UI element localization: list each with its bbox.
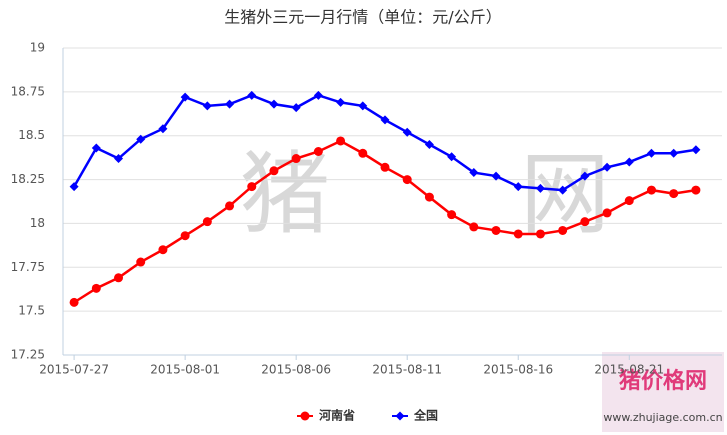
- data-point: [269, 99, 279, 109]
- data-point: [513, 182, 523, 192]
- data-point: [114, 273, 124, 283]
- data-point: [380, 115, 390, 125]
- data-point: [580, 171, 590, 181]
- y-tick-label: 18.5: [18, 128, 45, 142]
- data-point: [69, 182, 79, 192]
- y-tick-label: 18: [30, 216, 45, 230]
- data-point: [225, 99, 235, 109]
- data-point: [602, 162, 612, 172]
- data-point: [358, 101, 368, 111]
- watermark: 猪: [240, 142, 330, 247]
- data-point: [447, 210, 457, 220]
- y-tick-label: 17.5: [18, 304, 45, 318]
- data-point: [247, 90, 257, 100]
- y-tick-label: 18.75: [11, 84, 45, 98]
- data-point: [624, 157, 634, 167]
- data-point: [336, 136, 346, 146]
- data-point: [558, 225, 568, 235]
- data-point: [136, 257, 146, 267]
- data-point: [691, 185, 701, 195]
- data-point: [114, 154, 124, 164]
- data-point: [646, 185, 656, 195]
- data-point: [602, 208, 612, 218]
- x-tick-label: 2015-08-16: [483, 363, 553, 377]
- data-point: [535, 229, 545, 239]
- legend-label: 全国: [413, 408, 438, 423]
- x-tick-label: 2015-08-11: [372, 363, 442, 377]
- y-tick-label: 18.25: [11, 172, 45, 186]
- data-point: [424, 192, 434, 202]
- data-point: [91, 283, 101, 293]
- data-point: [269, 166, 279, 176]
- data-point: [180, 92, 190, 102]
- data-point: [158, 124, 168, 134]
- logo-text: 猪价格网: [619, 368, 707, 394]
- data-point: [91, 143, 101, 153]
- data-point: [225, 201, 235, 211]
- data-point: [202, 217, 212, 227]
- data-point: [669, 189, 679, 199]
- logo-url: www.zhujiage.com.cn: [603, 411, 722, 424]
- data-point: [535, 183, 545, 193]
- data-point: [202, 101, 212, 111]
- data-point: [491, 171, 501, 181]
- data-point: [69, 297, 79, 307]
- data-point: [469, 222, 479, 232]
- y-tick-label: 17.25: [11, 348, 45, 362]
- data-point: [669, 148, 679, 158]
- data-point: [513, 229, 523, 239]
- data-point: [447, 152, 457, 162]
- x-tick-label: 2015-07-27: [39, 363, 109, 377]
- watermark-logo: 猪价格网 www.zhujiage.com.cn: [602, 352, 724, 432]
- x-tick-label: 2015-08-01: [150, 363, 220, 377]
- data-point: [402, 175, 412, 185]
- legend-marker: [395, 411, 405, 421]
- y-tick-label: 19: [30, 41, 45, 55]
- data-point: [402, 127, 412, 137]
- data-point: [291, 154, 301, 164]
- data-point: [336, 97, 346, 107]
- data-point: [424, 139, 434, 149]
- data-point: [291, 103, 301, 113]
- data-point: [313, 90, 323, 100]
- legend-label: 河南省: [318, 408, 355, 423]
- data-point: [313, 147, 323, 157]
- data-point: [247, 182, 257, 192]
- data-point: [136, 134, 146, 144]
- x-tick-label: 2015-08-06: [261, 363, 331, 377]
- data-point: [180, 231, 190, 241]
- legend-marker: [300, 411, 310, 421]
- data-point: [158, 245, 168, 255]
- logo-background: [602, 352, 724, 432]
- x-tick-label: 2015-08-21: [594, 363, 664, 377]
- data-point: [469, 168, 479, 178]
- data-point: [624, 196, 634, 206]
- data-point: [491, 225, 501, 235]
- data-point: [358, 148, 368, 158]
- data-point: [691, 145, 701, 155]
- data-point: [646, 148, 656, 158]
- y-tick-label: 17.75: [11, 260, 45, 274]
- data-point: [580, 217, 590, 227]
- data-point: [558, 185, 568, 195]
- data-point: [380, 162, 390, 172]
- chart-title: 生猪外三元一月行情（单位：元/公斤）: [224, 8, 501, 27]
